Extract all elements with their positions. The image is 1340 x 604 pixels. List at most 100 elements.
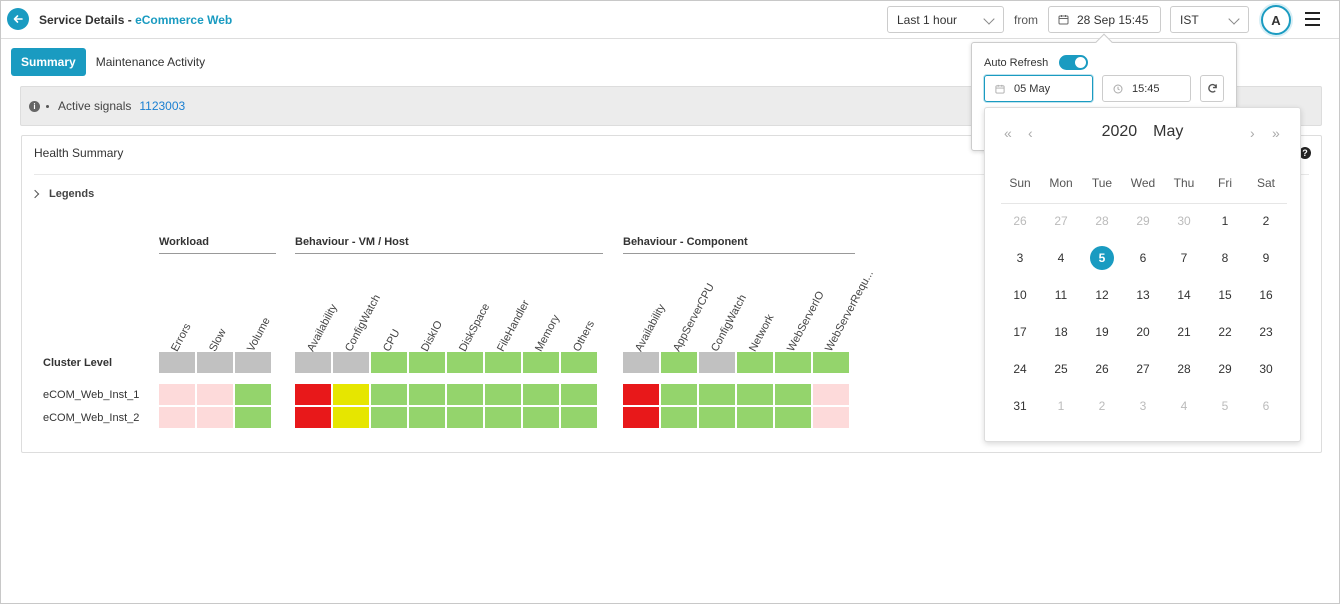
previous-month-icon[interactable]: ‹: [1028, 125, 1033, 141]
legends-toggle[interactable]: Legends: [30, 188, 94, 200]
calendar-day[interactable]: 28: [1177, 362, 1191, 376]
health-cell[interactable]: [333, 384, 369, 405]
calendar-day-selected[interactable]: 5: [1090, 246, 1114, 270]
health-cell[interactable]: [159, 352, 195, 373]
calendar-day[interactable]: 3: [1016, 251, 1024, 265]
health-cell[interactable]: [775, 384, 811, 405]
health-cell[interactable]: [623, 352, 659, 373]
health-cell[interactable]: [409, 384, 445, 405]
timezone-select[interactable]: IST: [1170, 6, 1249, 33]
calendar-day[interactable]: 1: [1057, 399, 1065, 413]
calendar-day[interactable]: 29: [1218, 362, 1232, 376]
refresh-button[interactable]: [1200, 75, 1224, 102]
from-date-picker[interactable]: 28 Sep 15:45: [1048, 6, 1161, 33]
health-cell[interactable]: [699, 384, 735, 405]
health-cell[interactable]: [485, 407, 521, 428]
health-cell[interactable]: [235, 407, 271, 428]
calendar-month[interactable]: May: [1153, 123, 1184, 140]
calendar-day[interactable]: 13: [1136, 288, 1150, 302]
tab-maintenance-activity[interactable]: Maintenance Activity: [95, 55, 206, 69]
health-cell[interactable]: [775, 407, 811, 428]
calendar-day[interactable]: 10: [1013, 288, 1027, 302]
health-cell[interactable]: [295, 384, 331, 405]
next-month-icon[interactable]: ›: [1250, 125, 1255, 141]
health-cell[interactable]: [523, 407, 559, 428]
calendar-day[interactable]: 19: [1095, 325, 1109, 339]
calendar-day[interactable]: 1: [1221, 214, 1229, 228]
health-cell[interactable]: [813, 384, 849, 405]
help-icon[interactable]: ?: [1299, 147, 1311, 159]
calendar-day[interactable]: 9: [1262, 251, 1270, 265]
time-input[interactable]: 15:45: [1102, 75, 1191, 102]
active-signals-link[interactable]: 1123003: [139, 99, 186, 113]
health-cell[interactable]: [447, 384, 483, 405]
user-avatar[interactable]: A: [1261, 5, 1291, 35]
calendar-day[interactable]: 6: [1262, 399, 1270, 413]
time-range-select[interactable]: Last 1 hour: [887, 6, 1004, 33]
health-cell[interactable]: [561, 407, 597, 428]
calendar-day[interactable]: 3: [1139, 399, 1147, 413]
hamburger-menu-icon[interactable]: [1305, 12, 1320, 26]
health-cell[interactable]: [295, 352, 331, 373]
health-cell[interactable]: [371, 407, 407, 428]
next-year-icon[interactable]: »: [1272, 125, 1280, 141]
calendar-day[interactable]: 15: [1218, 288, 1232, 302]
calendar-day[interactable]: 25: [1054, 362, 1068, 376]
health-cell[interactable]: [699, 352, 735, 373]
calendar-day[interactable]: 18: [1054, 325, 1068, 339]
health-cell[interactable]: [561, 384, 597, 405]
calendar-day[interactable]: 4: [1180, 399, 1188, 413]
health-cell[interactable]: [775, 352, 811, 373]
calendar-day[interactable]: 30: [1259, 362, 1273, 376]
health-cell[interactable]: [371, 384, 407, 405]
health-cell[interactable]: [447, 352, 483, 373]
health-cell[interactable]: [371, 352, 407, 373]
calendar-day[interactable]: 20: [1136, 325, 1150, 339]
previous-year-icon[interactable]: «: [1004, 125, 1012, 141]
calendar-day[interactable]: 17: [1013, 325, 1027, 339]
health-cell[interactable]: [523, 384, 559, 405]
auto-refresh-toggle[interactable]: [1059, 55, 1088, 70]
health-cell[interactable]: [623, 384, 659, 405]
health-cell[interactable]: [523, 352, 559, 373]
calendar-day[interactable]: 11: [1054, 288, 1068, 302]
health-cell[interactable]: [197, 407, 233, 428]
health-cell[interactable]: [813, 352, 849, 373]
calendar-day[interactable]: 31: [1013, 399, 1027, 413]
health-cell[interactable]: [623, 407, 659, 428]
calendar-day[interactable]: 27: [1136, 362, 1150, 376]
health-cell[interactable]: [159, 384, 195, 405]
health-cell[interactable]: [333, 407, 369, 428]
health-cell[interactable]: [737, 384, 773, 405]
health-cell[interactable]: [485, 352, 521, 373]
health-cell[interactable]: [813, 407, 849, 428]
calendar-day[interactable]: 26: [1013, 214, 1027, 228]
health-cell[interactable]: [235, 352, 271, 373]
health-cell[interactable]: [295, 407, 331, 428]
health-cell[interactable]: [235, 384, 271, 405]
health-cell[interactable]: [661, 384, 697, 405]
calendar-day[interactable]: 6: [1139, 251, 1147, 265]
calendar-day[interactable]: 8: [1221, 251, 1229, 265]
calendar-day[interactable]: 29: [1136, 214, 1150, 228]
health-cell[interactable]: [561, 352, 597, 373]
health-cell[interactable]: [737, 407, 773, 428]
health-cell[interactable]: [333, 352, 369, 373]
health-cell[interactable]: [661, 352, 697, 373]
calendar-day[interactable]: 4: [1057, 251, 1065, 265]
calendar-day[interactable]: 28: [1095, 214, 1109, 228]
date-input[interactable]: 05 May: [984, 75, 1093, 102]
calendar-day[interactable]: 21: [1177, 325, 1191, 339]
health-cell[interactable]: [699, 407, 735, 428]
health-cell[interactable]: [409, 352, 445, 373]
health-cell[interactable]: [485, 384, 521, 405]
calendar-day[interactable]: 2: [1098, 399, 1106, 413]
health-cell[interactable]: [447, 407, 483, 428]
calendar-day[interactable]: 16: [1259, 288, 1273, 302]
health-cell[interactable]: [737, 352, 773, 373]
health-cell[interactable]: [197, 384, 233, 405]
back-button[interactable]: [7, 8, 29, 30]
health-cell[interactable]: [159, 407, 195, 428]
calendar-day[interactable]: 2: [1262, 214, 1270, 228]
calendar-year[interactable]: 2020: [1101, 123, 1138, 140]
